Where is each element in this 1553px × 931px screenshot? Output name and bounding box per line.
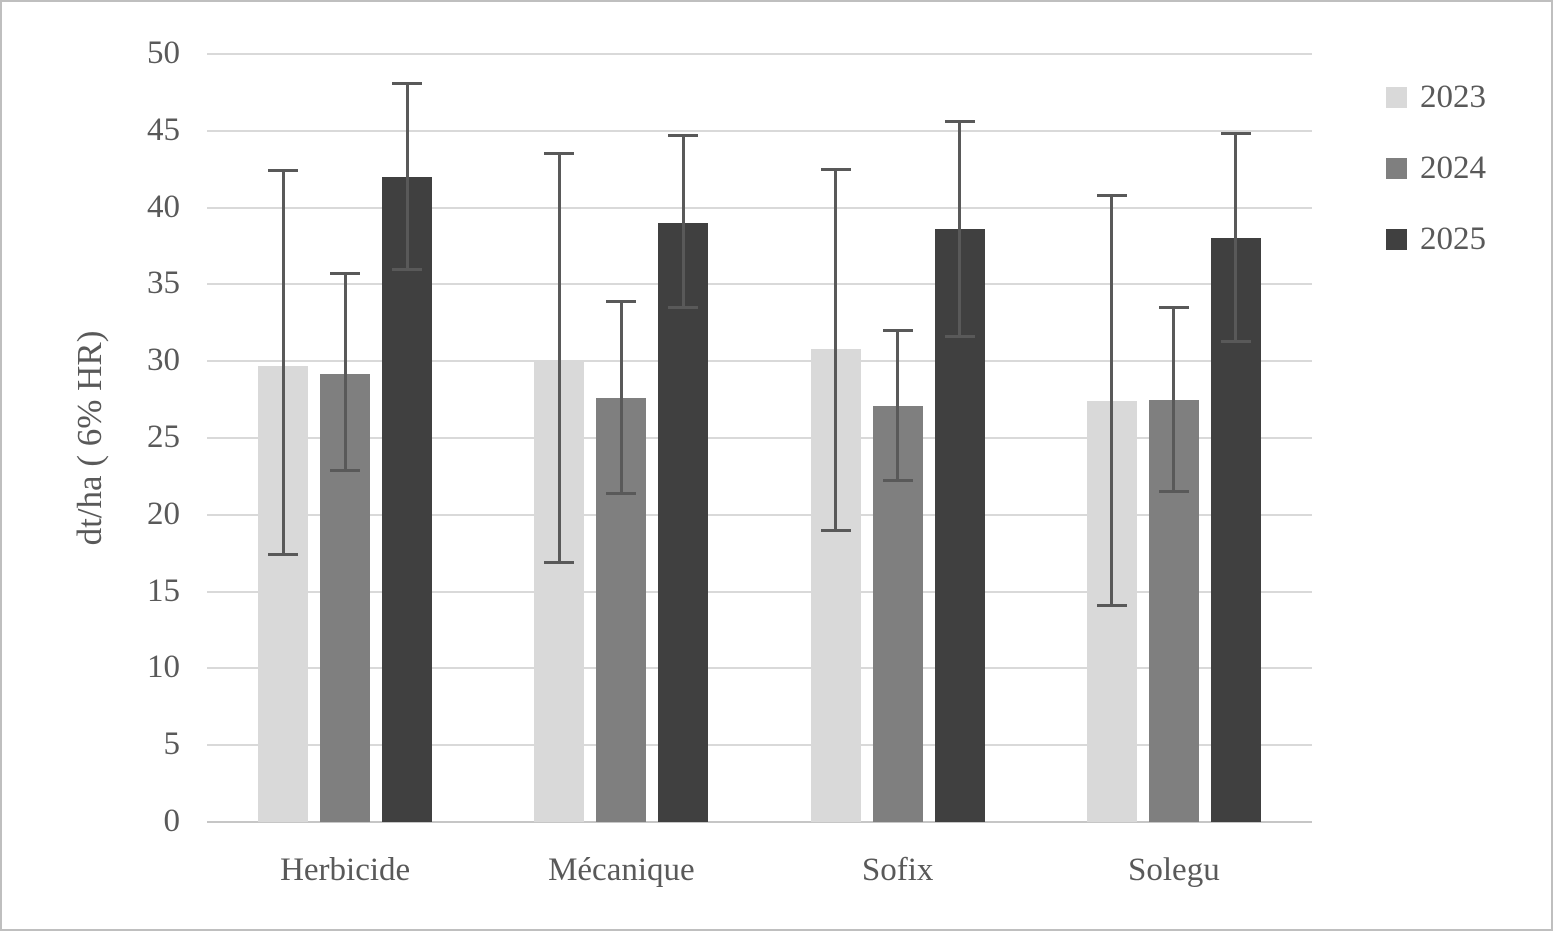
y-tick-label-50: 50 <box>147 35 180 71</box>
legend-swatch-2025 <box>1386 228 1407 250</box>
error-cap-top-2024-herbicide <box>330 272 361 276</box>
error-bar-2024-mécanique <box>619 302 623 492</box>
error-bar-2025-mécanique <box>681 136 685 306</box>
legend-swatch-2023 <box>1386 86 1407 108</box>
gridline-15 <box>207 590 1312 593</box>
legend-item-2024: 2024 <box>1386 151 1486 185</box>
y-tick-label-30: 30 <box>147 342 180 379</box>
error-cap-top-2023-mécanique <box>544 152 575 156</box>
gridline-45 <box>207 129 1312 132</box>
error-bar-2023-sofix <box>834 170 838 529</box>
error-cap-bottom-2024-solegu <box>1158 490 1189 494</box>
error-cap-bottom-2025-solegu <box>1220 339 1251 343</box>
legend-label-2024: 2024 <box>1420 150 1486 186</box>
gridline-50 <box>207 53 1312 55</box>
error-cap-top-2024-solegu <box>1158 305 1189 309</box>
legend-item-2023: 2023 <box>1386 80 1486 114</box>
gridline-20 <box>207 513 1312 516</box>
error-bar-2023-mécanique <box>557 155 561 561</box>
error-cap-top-2023-sofix <box>820 167 851 171</box>
legend: 2023 2024 2025 <box>1386 80 1486 256</box>
bar-2025-mécanique <box>658 222 709 822</box>
error-cap-top-2025-mécanique <box>668 133 699 137</box>
error-bar-2023-herbicide <box>281 172 285 554</box>
x-category-label-herbicide: Herbicide <box>280 852 411 888</box>
error-cap-top-2025-solegu <box>1220 132 1251 136</box>
legend-swatch-2024 <box>1386 157 1407 179</box>
error-cap-bottom-2024-sofix <box>882 479 913 483</box>
x-axis-category-labels: Herbicide Mécanique Sofix Solegu <box>207 850 1312 900</box>
legend-label-2023: 2023 <box>1420 79 1486 115</box>
bar-2025-herbicide <box>382 176 433 822</box>
error-cap-top-2023-solegu <box>1096 193 1127 197</box>
y-tick-label-25: 25 <box>147 419 180 455</box>
error-cap-top-2025-sofix <box>944 120 975 124</box>
x-category-label-sofix: Sofix <box>861 852 934 888</box>
error-cap-bottom-2025-sofix <box>944 335 975 339</box>
error-bar-2024-sofix <box>896 332 900 480</box>
y-tick-label-40: 40 <box>147 188 180 225</box>
gridline-25 <box>207 437 1312 439</box>
y-tick-label-45: 45 <box>147 111 180 148</box>
error-cap-bottom-2024-herbicide <box>330 468 361 472</box>
error-bar-2024-herbicide <box>343 275 347 469</box>
gridline-5 <box>207 744 1312 747</box>
error-bar-2025-sofix <box>958 123 962 336</box>
error-bar-2025-solegu <box>1234 135 1238 340</box>
y-tick-label-35: 35 <box>147 265 180 302</box>
error-cap-top-2023-herbicide <box>268 169 299 173</box>
x-category-label-mécanique: Mécanique <box>548 852 695 888</box>
error-cap-bottom-2023-herbicide <box>268 553 299 557</box>
error-cap-bottom-2025-herbicide <box>392 267 423 271</box>
error-cap-bottom-2024-mécanique <box>606 491 637 495</box>
error-cap-top-2024-sofix <box>882 329 913 333</box>
error-cap-bottom-2023-mécanique <box>544 560 575 564</box>
error-cap-bottom-2025-mécanique <box>668 305 699 309</box>
gridline-40 <box>207 206 1312 209</box>
legend-item-2025: 2025 <box>1386 222 1486 256</box>
error-cap-bottom-2023-sofix <box>820 528 851 532</box>
y-tick-label-5: 5 <box>163 726 181 763</box>
gridline-10 <box>207 667 1312 670</box>
y-tick-label-15: 15 <box>147 572 180 609</box>
x-category-label-solegu: Solegu <box>1128 852 1220 888</box>
error-bar-2023-solegu <box>1110 196 1114 604</box>
gridline-30 <box>207 360 1312 363</box>
y-axis-tick-labels: 0 5 10 15 20 25 30 35 40 45 50 <box>2 37 181 838</box>
plot-area <box>207 53 1312 823</box>
y-tick-label-0: 0 <box>163 803 181 839</box>
error-bar-2025-herbicide <box>405 84 409 268</box>
y-tick-label-20: 20 <box>147 495 180 532</box>
legend-label-2025: 2025 <box>1420 221 1486 257</box>
error-cap-top-2025-herbicide <box>392 81 423 85</box>
error-cap-top-2024-mécanique <box>606 299 637 303</box>
error-cap-bottom-2023-solegu <box>1096 603 1127 607</box>
gridline-35 <box>207 283 1312 286</box>
gridline-0 <box>207 821 1312 823</box>
y-tick-label-10: 10 <box>147 649 180 686</box>
error-bar-2024-solegu <box>1172 309 1176 491</box>
